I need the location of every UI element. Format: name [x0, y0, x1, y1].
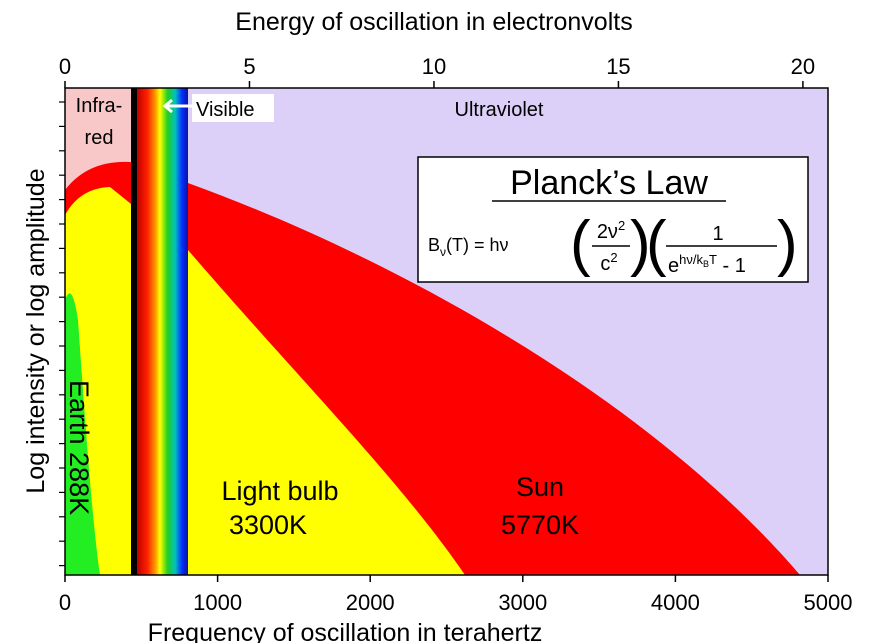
t: - 1: [717, 255, 746, 277]
den1: c2: [600, 250, 617, 275]
x2-tick-label: 5: [243, 54, 255, 79]
x2-tick-label: 10: [422, 54, 446, 79]
plot-frame: [64, 87, 829, 576]
t: (T) = hν: [446, 235, 509, 255]
t: ν: [440, 245, 446, 259]
t: B: [428, 235, 440, 255]
den2: ehν/kBT - 1: [668, 252, 746, 277]
sun-temp: 5770K: [501, 510, 579, 540]
t: T: [709, 252, 717, 267]
bulb-temp: 3300K: [229, 510, 307, 540]
formula-title: Planck’s Law: [510, 164, 708, 202]
x2-tick-label: 0: [59, 54, 71, 79]
visible-box: [192, 94, 274, 122]
x2-tick-label: 15: [606, 54, 630, 79]
t: e: [668, 255, 679, 277]
boundary: [131, 88, 137, 575]
earth-label: Earth 288K: [64, 380, 94, 515]
formula-frame: [417, 156, 809, 283]
formula-box: Planck’s Law Bν(T) = hν ( 2ν2 c2 ) ( 1 e…: [417, 156, 809, 283]
ir-label: red: [85, 127, 114, 149]
x-tick-label: 2000: [346, 590, 395, 615]
arrow: [162, 98, 192, 114]
paren: ): [777, 209, 798, 278]
ir-label: Infra-: [76, 95, 123, 117]
x-axis-label: Frequency of oscillation in terahertz: [148, 619, 543, 643]
sun-label: Sun: [516, 472, 564, 502]
x-tick-label: 5000: [804, 590, 853, 615]
x-tick-label: 0: [59, 590, 71, 615]
paren: (: [646, 209, 667, 278]
t: 2: [618, 218, 625, 233]
bulb-label: Light bulb: [221, 476, 338, 506]
t: 2: [610, 250, 617, 265]
t: hν/k: [679, 252, 703, 267]
earth-curve: [65, 293, 100, 575]
t: c: [600, 253, 610, 275]
x2-tick-label: 20: [791, 54, 815, 79]
num1: 2ν2: [597, 218, 625, 243]
uv-label: Ultraviolet: [455, 99, 544, 121]
visible-band: [137, 88, 188, 575]
x-tick-label: 4000: [651, 590, 700, 615]
paren: (: [570, 209, 591, 278]
x-tick-label: 3000: [498, 590, 547, 615]
x2-axis-label: Energy of oscillation in electronvolts: [235, 8, 632, 36]
paren: ): [630, 209, 651, 278]
t: B: [703, 259, 709, 269]
num2: 1: [712, 223, 723, 245]
visible-label: Visible: [196, 99, 255, 121]
x-tick-label: 1000: [193, 590, 242, 615]
t: 2ν: [597, 221, 618, 243]
formula-lhs: Bν(T) = hν: [428, 235, 509, 259]
y-axis-label: Log intensity or log amplitude: [22, 168, 50, 493]
